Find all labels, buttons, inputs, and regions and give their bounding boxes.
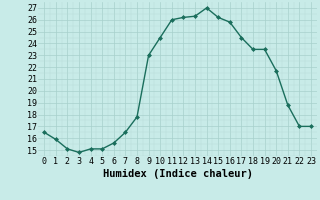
X-axis label: Humidex (Indice chaleur): Humidex (Indice chaleur) [103,169,252,179]
